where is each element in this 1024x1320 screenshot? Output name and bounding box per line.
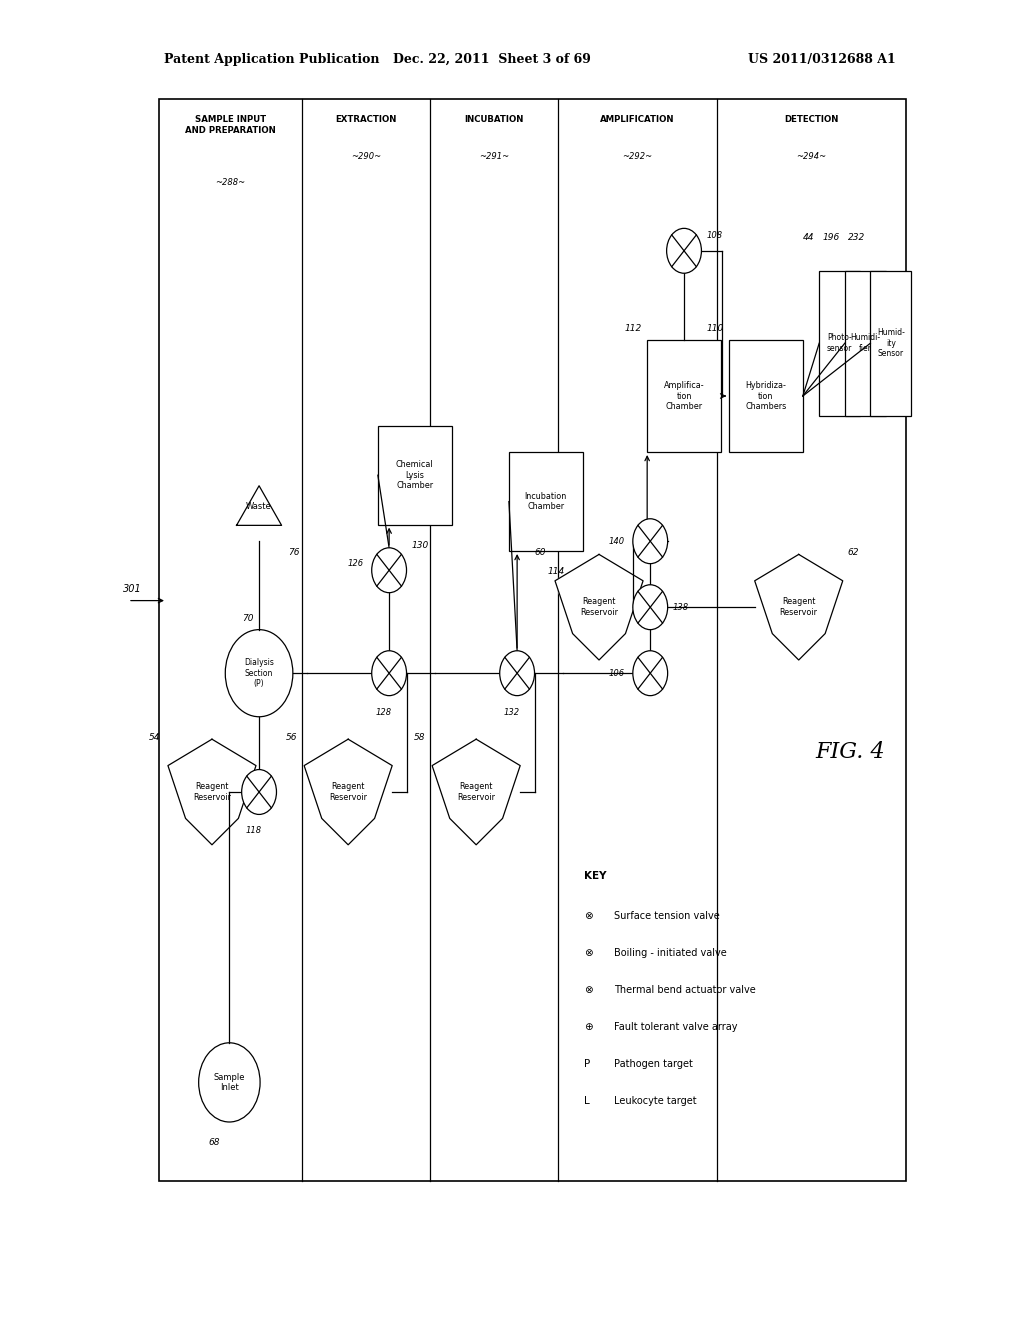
Circle shape xyxy=(372,548,407,593)
Text: Waste: Waste xyxy=(246,503,272,511)
Circle shape xyxy=(372,651,407,696)
Text: 56: 56 xyxy=(286,733,297,742)
Polygon shape xyxy=(168,739,256,845)
Text: Pathogen target: Pathogen target xyxy=(614,1059,693,1069)
Text: SAMPLE INPUT
AND PREPARATION: SAMPLE INPUT AND PREPARATION xyxy=(185,115,275,135)
Text: 132: 132 xyxy=(504,708,520,717)
Text: DETECTION: DETECTION xyxy=(784,115,839,124)
Text: 76: 76 xyxy=(288,548,299,557)
Text: EXTRACTION: EXTRACTION xyxy=(336,115,396,124)
Text: KEY: KEY xyxy=(584,871,606,882)
Text: Chemical
Lysis
Chamber: Chemical Lysis Chamber xyxy=(396,461,433,490)
Text: Dec. 22, 2011  Sheet 3 of 69: Dec. 22, 2011 Sheet 3 of 69 xyxy=(392,53,591,66)
Text: Incubation
Chamber: Incubation Chamber xyxy=(524,492,567,511)
Text: 114: 114 xyxy=(548,568,564,576)
Text: 118: 118 xyxy=(246,826,262,836)
Text: ~290~: ~290~ xyxy=(351,152,381,161)
Text: Thermal bend actuator valve: Thermal bend actuator valve xyxy=(614,985,756,995)
Text: 138: 138 xyxy=(673,603,689,611)
Text: 196: 196 xyxy=(822,232,840,242)
Circle shape xyxy=(633,519,668,564)
Text: Reagent
Reservoir: Reagent Reservoir xyxy=(457,783,496,801)
Text: Fault tolerant valve array: Fault tolerant valve array xyxy=(614,1022,738,1032)
Text: 58: 58 xyxy=(414,733,425,742)
Text: Reagent
Reservoir: Reagent Reservoir xyxy=(193,783,231,801)
Text: 130: 130 xyxy=(412,541,428,549)
Polygon shape xyxy=(237,486,282,525)
Polygon shape xyxy=(304,739,392,845)
Text: Amplifica-
tion
Chamber: Amplifica- tion Chamber xyxy=(664,381,705,411)
Bar xyxy=(870,271,911,416)
Circle shape xyxy=(667,228,701,273)
Bar xyxy=(845,271,886,416)
Text: ~292~: ~292~ xyxy=(623,152,652,161)
Text: ⊗: ⊗ xyxy=(584,985,593,995)
Text: Surface tension valve: Surface tension valve xyxy=(614,911,720,921)
Text: ~294~: ~294~ xyxy=(797,152,826,161)
Text: 68: 68 xyxy=(208,1138,220,1147)
Text: 60: 60 xyxy=(535,548,546,557)
Bar xyxy=(378,425,452,524)
Text: US 2011/0312688 A1: US 2011/0312688 A1 xyxy=(749,53,896,66)
Text: 44: 44 xyxy=(803,232,814,242)
Circle shape xyxy=(500,651,535,696)
Text: ⊗: ⊗ xyxy=(584,948,593,958)
Text: 232: 232 xyxy=(848,232,865,242)
Text: 140: 140 xyxy=(608,537,625,545)
Text: 54: 54 xyxy=(150,733,161,742)
Text: ⊗: ⊗ xyxy=(584,911,593,921)
Text: 108: 108 xyxy=(707,231,723,240)
Text: Humid-
ity
Sensor: Humid- ity Sensor xyxy=(877,329,905,358)
Text: 112: 112 xyxy=(625,325,642,334)
Text: Reagent
Reservoir: Reagent Reservoir xyxy=(329,783,368,801)
Text: Humidi-
fier: Humidi- fier xyxy=(850,334,881,352)
Circle shape xyxy=(199,1043,260,1122)
Text: L: L xyxy=(584,1096,590,1106)
Bar xyxy=(647,341,721,451)
Text: FIG. 4: FIG. 4 xyxy=(815,742,885,763)
Circle shape xyxy=(225,630,293,717)
Text: Sample
Inlet: Sample Inlet xyxy=(214,1073,245,1092)
Text: INCUBATION: INCUBATION xyxy=(465,115,523,124)
Text: ~291~: ~291~ xyxy=(479,152,509,161)
Text: ~288~: ~288~ xyxy=(215,178,246,187)
Text: ⊕: ⊕ xyxy=(584,1022,593,1032)
Bar xyxy=(159,99,906,1181)
Text: 126: 126 xyxy=(347,560,364,568)
Text: Patent Application Publication: Patent Application Publication xyxy=(164,53,379,66)
Circle shape xyxy=(242,770,276,814)
Circle shape xyxy=(633,651,668,696)
Bar xyxy=(819,271,860,416)
Bar xyxy=(729,341,803,451)
Polygon shape xyxy=(432,739,520,845)
Text: Reagent
Reservoir: Reagent Reservoir xyxy=(779,598,818,616)
Text: Hybridiza-
tion
Chambers: Hybridiza- tion Chambers xyxy=(745,381,786,411)
Polygon shape xyxy=(555,554,643,660)
Text: 62: 62 xyxy=(848,548,859,557)
Polygon shape xyxy=(755,554,843,660)
Text: Reagent
Reservoir: Reagent Reservoir xyxy=(580,598,618,616)
Text: Boiling - initiated valve: Boiling - initiated valve xyxy=(614,948,727,958)
Text: 301: 301 xyxy=(123,583,141,594)
Text: 106: 106 xyxy=(608,669,625,677)
Text: 110: 110 xyxy=(707,325,724,334)
Text: 128: 128 xyxy=(376,708,392,717)
Text: Leukocyte target: Leukocyte target xyxy=(614,1096,697,1106)
Text: Photo-
sensor: Photo- sensor xyxy=(827,334,852,352)
Text: 70: 70 xyxy=(243,614,254,623)
Circle shape xyxy=(633,585,668,630)
Text: P: P xyxy=(584,1059,590,1069)
Text: AMPLIFICATION: AMPLIFICATION xyxy=(600,115,675,124)
Text: Dialysis
Section
(P): Dialysis Section (P) xyxy=(244,659,274,688)
Bar xyxy=(509,453,583,552)
